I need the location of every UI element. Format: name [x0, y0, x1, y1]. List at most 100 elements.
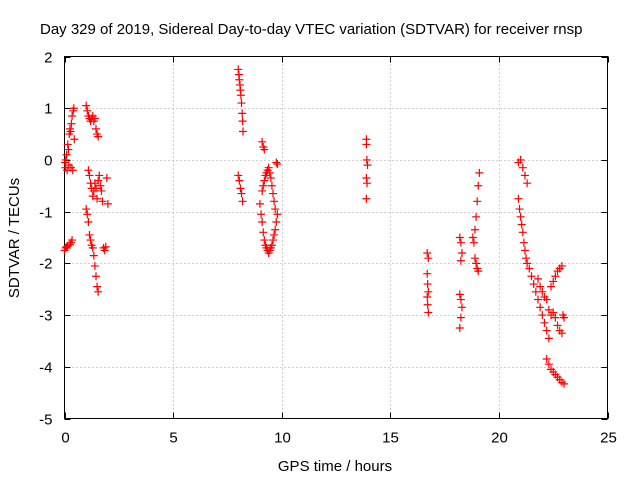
data-point — [238, 117, 247, 126]
data-point — [260, 236, 269, 245]
data-point — [88, 192, 97, 201]
data-point — [272, 217, 281, 226]
data-point — [456, 295, 465, 304]
data-point — [234, 65, 243, 74]
data-point — [84, 217, 93, 226]
data-point — [457, 249, 466, 258]
y-tick-label: 0 — [44, 153, 52, 170]
data-point — [273, 210, 282, 219]
x-tick-label: 5 — [169, 430, 177, 447]
data-point — [519, 238, 528, 247]
data-point — [538, 287, 547, 296]
x-tick-label: 10 — [274, 430, 291, 447]
data-point — [267, 241, 276, 250]
data-point — [91, 124, 100, 133]
x-tick-labels: 0 5 10 15 20 25 — [61, 430, 617, 447]
data-point — [89, 251, 98, 260]
data-point — [234, 171, 243, 180]
data-point — [472, 212, 481, 221]
data-point — [273, 160, 282, 169]
data-point — [362, 194, 371, 203]
data-point — [264, 163, 273, 172]
data-point — [362, 174, 371, 183]
data-point — [542, 355, 551, 364]
data-point — [474, 267, 483, 276]
data-point — [423, 280, 432, 289]
data-point — [257, 210, 266, 219]
data-point — [266, 174, 275, 183]
data-point — [102, 174, 111, 183]
data-point — [424, 254, 433, 263]
y-tick-label: -4 — [39, 360, 52, 377]
data-point — [84, 166, 93, 175]
y-tick-label: -1 — [39, 205, 52, 222]
data-point — [469, 238, 478, 247]
data-point — [93, 194, 102, 203]
data-point — [517, 220, 526, 229]
data-point — [362, 155, 371, 164]
data-point — [475, 168, 484, 177]
data-point — [362, 140, 371, 149]
data-points — [60, 65, 569, 388]
y-tick-label: 1 — [44, 101, 52, 118]
data-point — [270, 230, 279, 239]
data-point — [518, 163, 527, 172]
data-point — [269, 236, 278, 245]
data-point — [455, 233, 464, 242]
grid-lines — [64, 56, 608, 419]
x-tick-label: 20 — [491, 430, 508, 447]
data-point — [82, 101, 91, 110]
data-point — [551, 272, 560, 281]
data-point — [236, 91, 245, 100]
data-point — [560, 379, 569, 388]
data-point — [547, 282, 556, 291]
data-point — [68, 236, 77, 245]
y-tick-label: -3 — [39, 308, 52, 325]
data-point — [255, 199, 264, 208]
data-point — [553, 321, 562, 330]
data-point — [424, 308, 433, 317]
data-point — [363, 161, 372, 170]
data-point — [94, 287, 103, 296]
data-point — [97, 186, 106, 195]
y-axis-label: SDTVAR / TECUs — [6, 178, 23, 298]
data-point — [456, 313, 465, 322]
data-point — [265, 168, 274, 177]
data-point — [271, 225, 280, 234]
data-point — [474, 181, 483, 190]
data-point — [90, 114, 99, 123]
data-point — [238, 197, 247, 206]
data-point — [239, 127, 248, 136]
data-point — [557, 329, 566, 338]
data-point — [85, 171, 94, 180]
data-point — [455, 324, 464, 332]
data-point — [456, 256, 465, 265]
data-point — [63, 140, 72, 149]
data-point — [471, 254, 480, 263]
data-point — [473, 197, 482, 206]
data-point — [423, 292, 432, 301]
data-point — [236, 184, 245, 193]
data-point — [527, 272, 536, 281]
data-point — [522, 254, 531, 263]
data-point — [455, 290, 464, 299]
data-point — [457, 303, 466, 312]
data-point — [538, 311, 547, 320]
data-point — [536, 303, 545, 312]
data-point — [237, 99, 246, 108]
data-point — [101, 242, 110, 251]
data-point — [98, 197, 107, 206]
chart-title: Day 329 of 2019, Sidereal Day-to-day VTE… — [40, 21, 582, 38]
data-point — [270, 197, 279, 206]
data-point — [83, 106, 92, 115]
data-point — [93, 282, 102, 291]
data-point — [518, 228, 527, 237]
data-point — [64, 145, 73, 154]
data-point — [66, 127, 75, 136]
data-point — [100, 246, 109, 255]
y-tick-label: -5 — [39, 412, 52, 429]
data-point — [540, 318, 549, 327]
data-point — [83, 210, 92, 219]
data-point — [96, 181, 105, 190]
data-point — [523, 179, 532, 188]
